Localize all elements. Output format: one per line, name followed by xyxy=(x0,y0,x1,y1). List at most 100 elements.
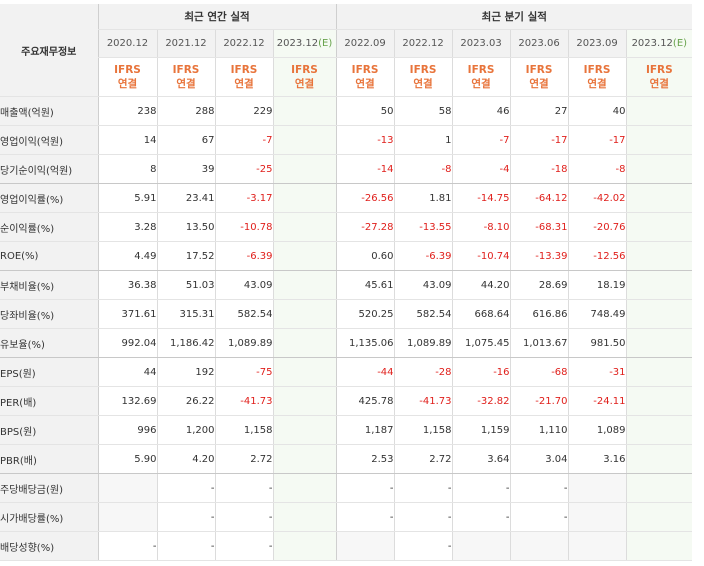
table-cell: 3.28 xyxy=(97,212,157,242)
table-cell: 2.53 xyxy=(335,444,395,474)
table-cell: 1,200 xyxy=(156,415,215,445)
accounting-basis-4: IFRS 연결 xyxy=(335,57,395,97)
table-cell xyxy=(272,473,337,503)
table-cell: 1,075.45 xyxy=(451,328,511,358)
annual-group-header: 최근 연간 실적 xyxy=(97,4,337,30)
row-label: 유보율(%) xyxy=(0,328,98,358)
table-cell: -41.73 xyxy=(214,386,273,416)
period-header-3: 2023.12(E) xyxy=(272,29,337,58)
table-cell xyxy=(625,386,693,416)
table-cell xyxy=(272,415,337,445)
row-label: 순이익률(%) xyxy=(0,212,98,242)
table-cell: - xyxy=(97,531,157,561)
table-cell xyxy=(567,502,627,532)
table-cell: -14.75 xyxy=(451,183,511,213)
table-cell: 4.20 xyxy=(156,444,215,474)
table-cell: 1 xyxy=(393,125,453,155)
table-cell: -27.28 xyxy=(335,212,395,242)
table-cell: - xyxy=(156,531,215,561)
table-cell: -10.78 xyxy=(214,212,273,242)
table-cell: -25 xyxy=(214,154,273,184)
table-cell: 996 xyxy=(97,415,157,445)
table-cell: - xyxy=(393,531,453,561)
period-label: 2023.03 xyxy=(460,38,502,49)
table-cell xyxy=(625,299,693,329)
table-cell xyxy=(272,270,337,300)
table-cell: - xyxy=(335,502,395,532)
table-cell: 1,089.89 xyxy=(214,328,273,358)
basis-label: 연결 xyxy=(355,78,375,90)
table-cell: -20.76 xyxy=(567,212,627,242)
row-label: 주당배당금(원) xyxy=(0,473,98,503)
table-cell xyxy=(625,357,693,387)
table-cell: 17.52 xyxy=(156,241,215,271)
row-label: BPS(원) xyxy=(0,415,98,445)
table-cell: 238 xyxy=(97,96,157,126)
period-header-2: 2022.12 xyxy=(214,29,273,58)
table-cell: 43.09 xyxy=(214,270,273,300)
table-cell: 2.72 xyxy=(393,444,453,474)
accounting-basis-0: IFRS 연결 xyxy=(97,57,157,97)
ifrs-label: IFRS xyxy=(230,64,258,76)
table-cell xyxy=(625,125,693,155)
period-label: 2023.09 xyxy=(576,38,618,49)
row-label: 배당성향(%) xyxy=(0,531,98,561)
table-cell: -75 xyxy=(214,357,273,387)
accounting-basis-8: IFRS 연결 xyxy=(567,57,627,97)
table-cell: - xyxy=(214,502,273,532)
accounting-basis-1: IFRS 연결 xyxy=(156,57,215,97)
basis-label: 연결 xyxy=(176,78,196,90)
table-cell: 616.86 xyxy=(509,299,569,329)
period-header-6: 2023.03 xyxy=(451,29,511,58)
table-cell: 192 xyxy=(156,357,215,387)
table-cell: -13.55 xyxy=(393,212,453,242)
table-cell: -28 xyxy=(393,357,453,387)
table-cell xyxy=(625,183,693,213)
table-row: 영업이익(억원) 14 67 -7 -13 1 -7 -17 -17 xyxy=(0,125,693,155)
table-cell: 992.04 xyxy=(97,328,157,358)
table-cell xyxy=(272,299,337,329)
basis-label: 연결 xyxy=(471,78,491,90)
period-label: 2021.12 xyxy=(165,38,207,49)
table-cell: 1,135.06 xyxy=(335,328,395,358)
table-cell: 14 xyxy=(97,125,157,155)
table-cell: 1,158 xyxy=(393,415,453,445)
table-cell: 229 xyxy=(214,96,273,126)
table-cell: - xyxy=(393,502,453,532)
table-cell: 1,110 xyxy=(509,415,569,445)
ifrs-label: IFRS xyxy=(645,64,673,76)
table-cell xyxy=(272,444,337,474)
table-cell: - xyxy=(214,531,273,561)
row-label: 영업이익률(%) xyxy=(0,183,98,213)
table-cell: -32.82 xyxy=(451,386,511,416)
estimate-tag: (E) xyxy=(672,38,688,49)
table-cell: - xyxy=(509,502,569,532)
basis-label: 연결 xyxy=(649,78,669,90)
row-label: ROE(%) xyxy=(0,241,98,271)
table-cell: 67 xyxy=(156,125,215,155)
table-cell: -26.56 xyxy=(335,183,395,213)
table-cell: 50 xyxy=(335,96,395,126)
table-cell: 36.38 xyxy=(97,270,157,300)
table-cell: 45.61 xyxy=(335,270,395,300)
table-cell xyxy=(567,473,627,503)
table-cell: -8.10 xyxy=(451,212,511,242)
table-cell xyxy=(625,415,693,445)
table-cell xyxy=(272,502,337,532)
table-row: 주당배당금(원) - - - - - - xyxy=(0,473,693,503)
table-cell: 1,187 xyxy=(335,415,395,445)
table-cell: 5.90 xyxy=(97,444,157,474)
table-cell xyxy=(272,386,337,416)
table-cell: 981.50 xyxy=(567,328,627,358)
table-cell: -13 xyxy=(335,125,395,155)
table-cell: 8 xyxy=(97,154,157,184)
table-row: 매출액(억원) 238 288 229 50 58 46 27 40 xyxy=(0,96,693,126)
table-cell: -13.39 xyxy=(509,241,569,271)
table-cell: -18 xyxy=(509,154,569,184)
ifrs-label: IFRS xyxy=(114,64,141,76)
table-cell: - xyxy=(156,473,215,503)
table-row: BPS(원) 996 1,200 1,158 1,187 1,158 1,159 1,110 1… xyxy=(0,415,693,445)
table-cell: -8 xyxy=(567,154,627,184)
table-cell: 288 xyxy=(156,96,215,126)
table-cell: - xyxy=(214,473,273,503)
